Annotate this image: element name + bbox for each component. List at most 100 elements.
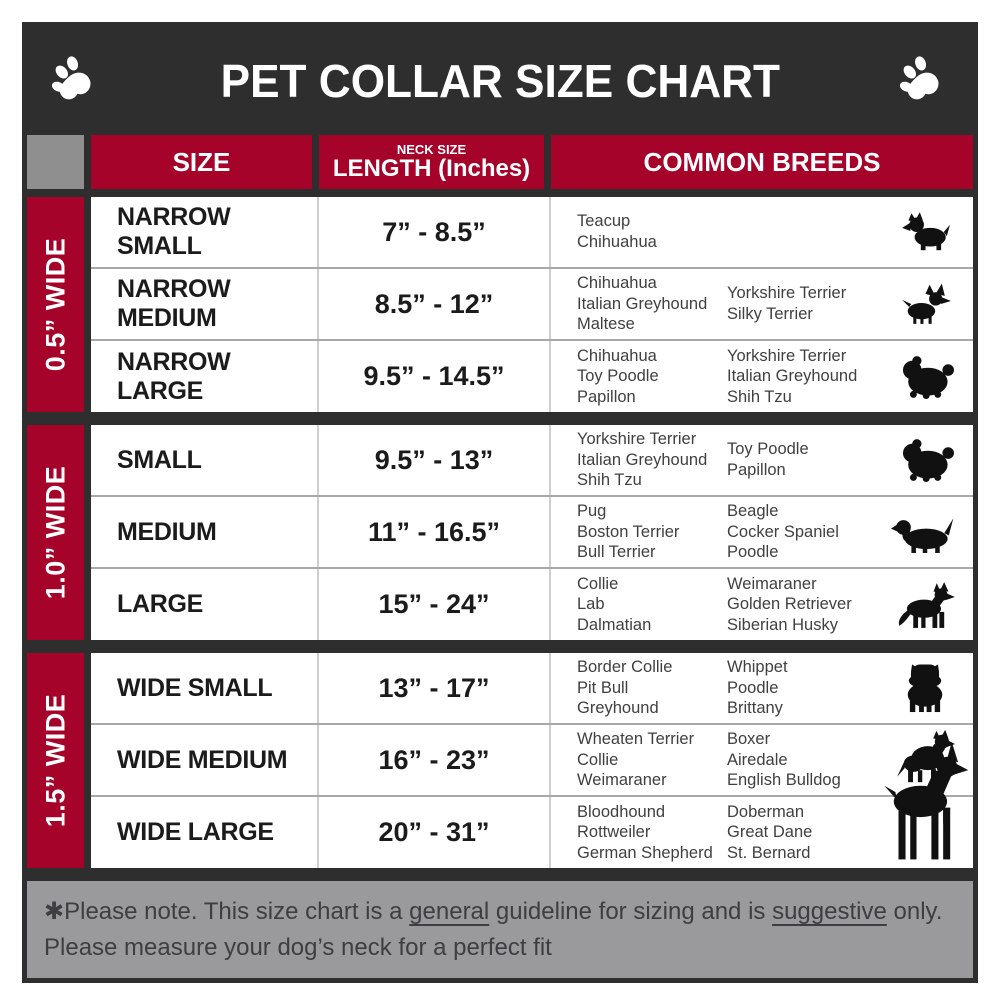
- paw-icon-left: [51, 56, 91, 100]
- breeds-list-1: Border Collie Pit Bull Greyhound: [577, 658, 673, 718]
- breeds-list-1: Pug Boston Terrier Bull Terrier: [577, 502, 680, 562]
- length-cell: 13” - 17”: [319, 653, 551, 723]
- footer-text: guideline for sizing and is: [489, 898, 773, 925]
- footer-text: only.: [886, 898, 943, 925]
- breeds-cell: Yorkshire Terrier Italian Greyhound Shih…: [551, 425, 973, 495]
- size-cell: WIDE LARGE: [91, 797, 319, 868]
- page-title: PET COLLAR SIZE CHART: [220, 55, 780, 107]
- breeds-list-1: Yorkshire Terrier Italian Greyhound Shih…: [577, 430, 708, 490]
- breeds-list-2: Beagle Cocker Spaniel Poodle: [727, 502, 839, 562]
- length-cell: 15” - 24”: [319, 569, 551, 640]
- header-size-label: SIZE: [172, 146, 231, 177]
- group-rows: SMALL 9.5” - 13” Yorkshire Terrier Itali…: [91, 425, 973, 640]
- header-length-label: LENGTH (Inches): [332, 155, 531, 183]
- dog-icon-box: [877, 341, 973, 412]
- breeds-cell: Chihuahua Toy Poodle Papillon Yorkshire …: [551, 341, 973, 412]
- length-cell: 20” - 31”: [319, 797, 551, 868]
- breeds-cell: Chihuahua Italian Greyhound Maltese York…: [551, 269, 973, 339]
- dog-icon-box: [877, 269, 973, 339]
- header-length: NECK SIZE LENGTH (Inches): [319, 135, 551, 189]
- dog-icon-box: [877, 569, 973, 640]
- size-cell: NARROW LARGE: [91, 341, 319, 412]
- breeds-list-1: Chihuahua Italian Greyhound Maltese: [577, 274, 708, 334]
- paw-icon-right: [899, 56, 939, 100]
- size-cell: NARROW MEDIUM: [91, 269, 319, 339]
- footer-line-1: ✱Please note. This size chart is a gener…: [44, 894, 956, 930]
- size-cell: NARROW SMALL: [91, 197, 319, 267]
- breeds-cell: Teacup Chihuahua: [551, 197, 973, 267]
- width-group-10: 1.0” WIDE SMALL 9.5” - 13” Yorkshire Ter…: [27, 425, 973, 640]
- dog-icon-box: [877, 497, 973, 567]
- breeds-list-2: Doberman Great Dane St. Bernard: [727, 802, 813, 862]
- dog-icon-box: [877, 197, 973, 267]
- footer-underlined-suggestive: suggestive: [772, 898, 887, 925]
- title-bar: PET COLLAR SIZE CHART: [27, 27, 973, 135]
- pit-bull-icon: [897, 729, 955, 783]
- table-row: NARROW LARGE 9.5” - 14.5” Chihuahua Toy …: [91, 341, 973, 412]
- table-row: LARGE 15” - 24” Collie Lab Dalmatian Wei…: [91, 569, 973, 640]
- width-label: 1.5” WIDE: [40, 693, 70, 828]
- table-row: WIDE SMALL 13” - 17” Border Collie Pit B…: [91, 653, 973, 725]
- size-cell: MEDIUM: [91, 497, 319, 567]
- width-label: 0.5” WIDE: [40, 237, 70, 372]
- width-group-05: 0.5” WIDE NARROW SMALL 7” - 8.5” Teacup …: [27, 197, 973, 412]
- chart-frame: PET COLLAR SIZE CHART SIZE NECK SIZE LEN…: [22, 22, 978, 983]
- breeds-list-2: Toy Poodle Papillon: [727, 440, 809, 479]
- length-cell: 9.5” - 13”: [319, 425, 551, 495]
- breeds-cell: Pug Boston Terrier Bull Terrier Beagle C…: [551, 497, 973, 567]
- shih-tzu-icon: [902, 355, 954, 399]
- dog-icon-box: [877, 425, 973, 495]
- breeds-list-2: Yorkshire Terrier Silky Terrier: [727, 284, 847, 323]
- german-shepherd-icon: [898, 581, 955, 628]
- length-cell: 9.5” - 14.5”: [319, 341, 551, 412]
- shih-tzu-icon: [902, 439, 954, 483]
- width-label: 1.0” WIDE: [40, 465, 70, 600]
- breeds-list-1: Wheaten Terrier Collie Weimaraner: [577, 730, 695, 790]
- table-row: SMALL 9.5” - 13” Yorkshire Terrier Itali…: [91, 425, 973, 497]
- group-rows: WIDE SMALL 13” - 17” Border Collie Pit B…: [91, 653, 973, 868]
- dog-icon-box: [877, 741, 973, 868]
- length-cell: 7” - 8.5”: [319, 197, 551, 267]
- table-header-row: SIZE NECK SIZE LENGTH (Inches) COMMON BR…: [27, 135, 973, 189]
- bulldog-icon: [907, 664, 943, 713]
- footer-line-2: Please measure your dog’s neck for a per…: [44, 934, 552, 961]
- breeds-list-1: Teacup Chihuahua: [577, 212, 657, 251]
- group-rows: NARROW SMALL 7” - 8.5” Teacup Chihuahua: [91, 197, 973, 412]
- length-cell: 16” - 23”: [319, 725, 551, 795]
- breeds-list-1: Bloodhound Rottweiler German Shepherd: [577, 802, 713, 862]
- footer-note: ✱Please note. This size chart is a gener…: [27, 881, 973, 978]
- width-band-05: 0.5” WIDE: [27, 197, 84, 412]
- size-cell: WIDE SMALL: [91, 653, 319, 723]
- corner-cell: [27, 135, 84, 189]
- footer-text: ✱Please note. This size chart is a: [44, 898, 410, 925]
- breeds-list-1: Collie Lab Dalmatian: [577, 574, 652, 634]
- width-group-15: 1.5” WIDE WIDE SMALL 13” - 17” Border Co…: [27, 653, 973, 868]
- width-band-15: 1.5” WIDE: [27, 653, 84, 868]
- breeds-list-2: Whippet Poodle Brittany: [727, 658, 788, 718]
- table-row: NARROW SMALL 7” - 8.5” Teacup Chihuahua: [91, 197, 973, 269]
- breeds-cell: Collie Lab Dalmatian Weimaraner Golden R…: [551, 569, 973, 640]
- beagle-icon: [891, 518, 954, 553]
- doberman-icon: [884, 741, 969, 860]
- width-band-10: 1.0” WIDE: [27, 425, 84, 640]
- breeds-list-2: Boxer Airedale English Bulldog: [727, 730, 841, 790]
- breeds-list-1: Chihuahua Toy Poodle Papillon: [577, 346, 659, 406]
- footer-underlined-general: general: [409, 898, 490, 925]
- table-row: NARROW MEDIUM 8.5” - 12” Chihuahua Itali…: [91, 269, 973, 341]
- chihuahua-icon: [902, 283, 951, 324]
- header-breeds-label: COMMON BREEDS: [643, 146, 881, 177]
- breeds-cell: Border Collie Pit Bull Greyhound Whippet…: [551, 653, 973, 723]
- size-cell: SMALL: [91, 425, 319, 495]
- yorkshire-terrier-icon: [902, 212, 950, 251]
- breeds-list-2: Yorkshire Terrier Italian Greyhound Shih…: [727, 346, 858, 406]
- breeds-cell: Bloodhound Rottweiler German Shepherd Do…: [551, 741, 973, 868]
- length-cell: 11” - 16.5”: [319, 497, 551, 567]
- header-neck-size-label: NECK SIZE: [396, 141, 467, 157]
- header-size: SIZE: [91, 135, 319, 189]
- size-cell: WIDE MEDIUM: [91, 725, 319, 795]
- dog-icon-box: [877, 725, 973, 795]
- breeds-list-2: Weimaraner Golden Retriever Siberian Hus…: [727, 574, 852, 634]
- dog-icon-box: [877, 653, 973, 723]
- breeds-cell: Wheaten Terrier Collie Weimaraner Boxer …: [551, 725, 973, 795]
